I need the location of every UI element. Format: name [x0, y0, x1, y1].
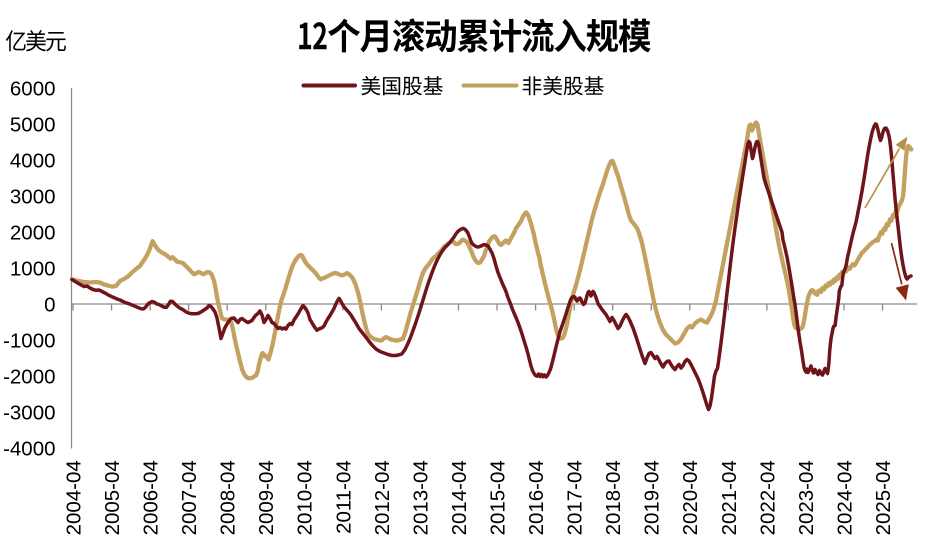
- svg-text:2021-04: 2021-04: [718, 460, 741, 535]
- svg-text:2019-04: 2019-04: [641, 460, 664, 535]
- svg-text:2013-04: 2013-04: [409, 460, 432, 535]
- svg-text:2000: 2000: [10, 221, 56, 244]
- svg-text:-1000: -1000: [3, 329, 55, 352]
- svg-text:3000: 3000: [10, 185, 56, 208]
- svg-text:2007-04: 2007-04: [178, 460, 201, 535]
- svg-text:2006-04: 2006-04: [140, 460, 163, 535]
- svg-text:2023-04: 2023-04: [795, 460, 818, 535]
- svg-text:2022-04: 2022-04: [756, 460, 779, 535]
- svg-text:2009-04: 2009-04: [255, 460, 278, 535]
- svg-text:-2000: -2000: [3, 365, 55, 388]
- svg-text:4000: 4000: [10, 149, 56, 172]
- svg-text:-4000: -4000: [3, 437, 55, 460]
- svg-text:2005-04: 2005-04: [101, 460, 124, 535]
- svg-text:2011-04: 2011-04: [332, 460, 355, 534]
- svg-text:2025-04: 2025-04: [872, 460, 895, 535]
- svg-text:2004-04: 2004-04: [62, 460, 85, 535]
- svg-text:-3000: -3000: [3, 401, 55, 424]
- svg-text:2017-04: 2017-04: [564, 460, 587, 535]
- svg-text:0: 0: [44, 293, 55, 316]
- svg-text:2010-04: 2010-04: [294, 460, 317, 535]
- svg-text:2016-04: 2016-04: [525, 460, 548, 535]
- svg-text:2020-04: 2020-04: [679, 460, 702, 535]
- svg-text:2014-04: 2014-04: [448, 460, 471, 535]
- svg-text:5000: 5000: [10, 113, 56, 136]
- svg-text:2018-04: 2018-04: [602, 460, 625, 535]
- svg-text:2024-04: 2024-04: [833, 460, 856, 535]
- svg-text:2015-04: 2015-04: [486, 460, 509, 535]
- svg-text:1000: 1000: [10, 257, 56, 280]
- svg-text:2008-04: 2008-04: [217, 460, 240, 535]
- svg-text:2012-04: 2012-04: [371, 460, 394, 535]
- svg-text:6000: 6000: [10, 77, 56, 100]
